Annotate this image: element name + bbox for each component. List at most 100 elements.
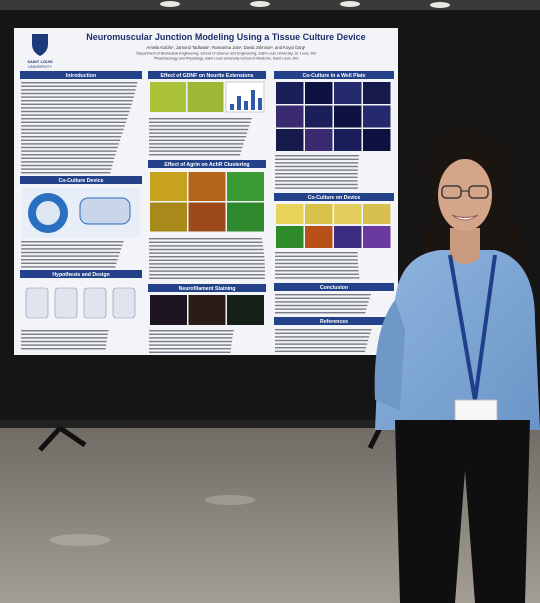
text-line	[21, 337, 108, 339]
text-line	[275, 297, 370, 299]
micrograph	[334, 129, 362, 151]
text-line	[21, 114, 129, 116]
micrograph	[188, 202, 226, 232]
smile	[451, 214, 479, 221]
logo-shield	[32, 34, 48, 56]
text-line	[21, 103, 132, 105]
text-line	[275, 173, 358, 175]
text-line	[149, 266, 265, 269]
section-heading: Co-Culture Device	[59, 178, 104, 184]
board-base	[0, 420, 540, 428]
diagram-well	[83, 287, 107, 319]
text-line	[149, 238, 262, 240]
shirt	[375, 250, 540, 430]
poster-affiliation: ²Pharmacology and Physiology, Saint Loui…	[154, 57, 299, 61]
micrograph	[334, 105, 362, 128]
text-line	[149, 125, 250, 127]
micrograph	[276, 129, 304, 151]
text-line	[275, 183, 358, 186]
poster: SAINT LOUIS UNIVERSITY Neuromuscular Jun…	[14, 28, 398, 355]
text-line	[275, 187, 358, 189]
micrograph	[305, 226, 333, 248]
text-line	[149, 256, 265, 258]
text-line	[149, 245, 264, 247]
sleeve	[374, 300, 405, 410]
text-line	[21, 136, 122, 138]
text-line	[149, 241, 263, 243]
light	[340, 1, 360, 7]
text-line	[275, 336, 370, 338]
text-line	[275, 155, 360, 157]
text-line	[275, 304, 368, 307]
micrograph	[276, 105, 304, 128]
graph-bar	[230, 104, 234, 110]
micrograph	[363, 204, 391, 224]
text-line	[21, 344, 107, 346]
text-line	[275, 343, 368, 345]
text-line	[149, 154, 241, 156]
text-line	[149, 330, 234, 332]
text-line	[149, 146, 243, 149]
text-line	[149, 263, 265, 265]
text-line	[275, 329, 372, 331]
text-line	[21, 255, 119, 257]
micrograph	[150, 172, 187, 201]
text-line	[21, 241, 124, 243]
section-header-bar	[274, 283, 394, 291]
text-line	[149, 337, 233, 339]
text-line	[275, 176, 358, 178]
stand-leg	[38, 425, 87, 452]
text-line	[21, 96, 134, 98]
section-header-bar	[274, 71, 394, 79]
text-line	[21, 139, 121, 141]
section-heading: Co-Culture on Device	[308, 195, 361, 201]
text-line	[21, 150, 117, 152]
micrograph	[276, 204, 304, 224]
logo-text: UNIVERSITY	[28, 64, 52, 69]
text-line	[149, 150, 242, 152]
poster-authors: Amelia Kalofu¹, Jamond Tadiwala¹, Rosean…	[146, 45, 306, 50]
text-line	[21, 100, 133, 102]
section-header-bar	[274, 193, 394, 201]
stand-leg	[367, 426, 383, 450]
section-header-bar	[20, 176, 142, 184]
text-line	[21, 85, 137, 87]
text-line	[149, 333, 233, 335]
text-line	[275, 294, 371, 296]
text-line	[149, 348, 232, 350]
text-line	[21, 251, 121, 254]
neck	[450, 228, 480, 264]
text-line	[149, 252, 264, 254]
text-line	[275, 252, 358, 254]
text-line	[21, 89, 136, 91]
floor-reflection	[205, 495, 255, 505]
text-line	[149, 118, 252, 120]
text-line	[21, 146, 118, 149]
text-line	[21, 143, 119, 145]
text-line	[275, 270, 359, 272]
text-line	[21, 259, 118, 261]
section-heading: Co-Culture in a Well Plate	[302, 73, 365, 79]
diagram-well	[54, 287, 78, 319]
text-line	[275, 180, 358, 182]
section-header-bar	[20, 270, 142, 278]
text-line	[21, 330, 109, 332]
micrograph	[334, 226, 362, 248]
ceiling	[0, 0, 540, 10]
text-line	[149, 270, 265, 272]
text-line	[149, 132, 248, 134]
diagram-well	[25, 287, 49, 319]
hair-fringe	[436, 148, 495, 178]
text-line	[21, 262, 117, 264]
text-line	[149, 128, 249, 131]
text-line	[275, 169, 358, 171]
micrograph	[187, 82, 224, 112]
text-line	[149, 139, 245, 141]
micrograph	[188, 295, 226, 325]
text-line	[21, 128, 124, 131]
section-header-bar	[148, 160, 266, 168]
floor-reflection	[50, 534, 110, 546]
text-line	[21, 132, 123, 134]
text-line	[21, 172, 111, 174]
graph-bar	[244, 101, 248, 110]
